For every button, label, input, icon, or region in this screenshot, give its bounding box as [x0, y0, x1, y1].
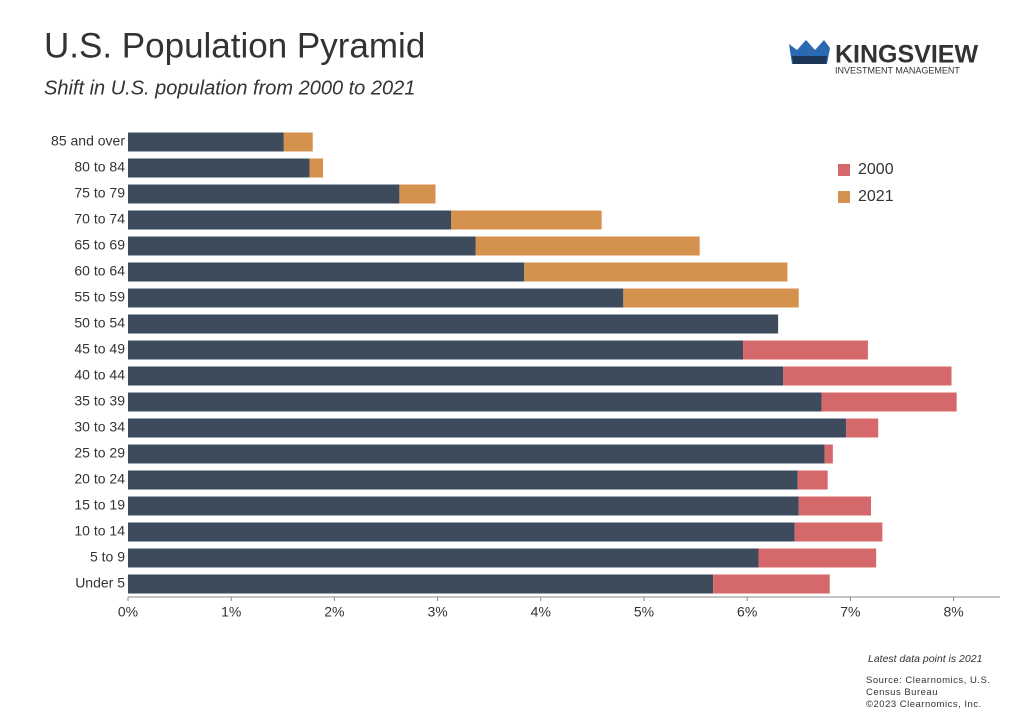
change-bar — [821, 392, 957, 412]
overlap-bar — [128, 522, 795, 542]
overlap-bar — [128, 288, 624, 308]
y-tick-label: 50 to 54 — [74, 315, 125, 331]
logo: KINGSVIEW INVESTMENT MANAGEMENT — [789, 40, 978, 75]
y-tick-label: 65 to 69 — [74, 237, 125, 253]
change-bar — [743, 340, 868, 360]
change-bar — [524, 262, 788, 282]
y-tick-label: 30 to 34 — [74, 419, 125, 435]
change-bar — [824, 444, 833, 464]
y-tick-label: 85 and over — [51, 133, 125, 149]
overlap-bar — [128, 158, 310, 178]
y-tick-label: 25 to 29 — [74, 445, 125, 461]
y-tick-label: 60 to 64 — [74, 263, 125, 279]
legend-swatch — [838, 191, 850, 203]
change-bar — [399, 184, 436, 204]
logo-tagline: INVESTMENT MANAGEMENT — [835, 65, 960, 75]
x-tick-label: 7% — [840, 604, 860, 620]
y-tick-label: 40 to 44 — [74, 367, 125, 383]
y-tick-label: 80 to 84 — [74, 159, 125, 175]
change-bar — [309, 158, 324, 178]
x-tick-label: 5% — [634, 604, 654, 620]
y-tick-label: 35 to 39 — [74, 393, 125, 409]
change-bar — [451, 210, 602, 230]
x-tick-label: 0% — [118, 604, 138, 620]
change-bar — [283, 132, 313, 152]
x-tick-label: 1% — [221, 604, 241, 620]
overlap-bar — [128, 184, 400, 204]
source: Source: Clearnomics, U.S. Census Bureau — [866, 675, 991, 698]
x-tick-label: 2% — [324, 604, 344, 620]
change-bar — [794, 522, 883, 542]
y-tick-label: 75 to 79 — [74, 185, 125, 201]
overlap-bar — [128, 392, 822, 412]
overlap-bar — [128, 548, 759, 568]
legend-label: 2021 — [858, 188, 894, 205]
overlap-bar — [128, 132, 284, 152]
overlap-bar — [128, 262, 525, 282]
y-tick-label: 20 to 24 — [74, 471, 125, 487]
change-bar — [713, 574, 830, 594]
x-tick-label: 6% — [737, 604, 757, 620]
y-tick-label: 5 to 9 — [90, 549, 125, 565]
chart-title: U.S. Population Pyramid — [44, 26, 425, 65]
overlap-bar — [128, 444, 825, 464]
x-tick-label: 3% — [427, 604, 447, 620]
change-bar — [797, 470, 828, 490]
legend-swatch — [838, 164, 850, 176]
logo-name: KINGSVIEW — [835, 41, 978, 69]
change-bar — [758, 548, 877, 568]
change-bar — [846, 418, 879, 438]
overlap-bar — [128, 574, 714, 594]
overlap-bar — [128, 496, 799, 516]
overlap-bar — [128, 470, 798, 490]
y-tick-label: 10 to 14 — [74, 523, 125, 539]
overlap-bar — [128, 236, 476, 256]
change-bar — [475, 236, 700, 256]
change-bar — [623, 288, 799, 308]
overlap-bar — [128, 340, 744, 360]
x-tick-label: 4% — [531, 604, 551, 620]
overlap-bar — [128, 314, 779, 334]
chart-subtitle: Shift in U.S. population from 2000 to 20… — [44, 77, 415, 99]
overlap-bar — [128, 210, 452, 230]
overlap-bar — [128, 366, 784, 386]
copyright: ©2023 Clearnomics, Inc. — [866, 699, 982, 710]
y-tick-label: 45 to 49 — [74, 341, 125, 357]
change-bar — [798, 496, 872, 516]
y-tick-label: 70 to 74 — [74, 211, 125, 227]
change-bar — [783, 366, 952, 386]
y-tick-label: 15 to 19 — [74, 497, 125, 513]
x-tick-label: 8% — [943, 604, 963, 620]
overlap-bar — [128, 418, 847, 438]
legend-label: 2000 — [858, 161, 894, 178]
y-tick-label: 55 to 59 — [74, 289, 125, 305]
logo-crown-base — [792, 56, 827, 64]
y-tick-label: Under 5 — [75, 575, 125, 591]
footnote: Latest data point is 2021 — [868, 653, 983, 665]
